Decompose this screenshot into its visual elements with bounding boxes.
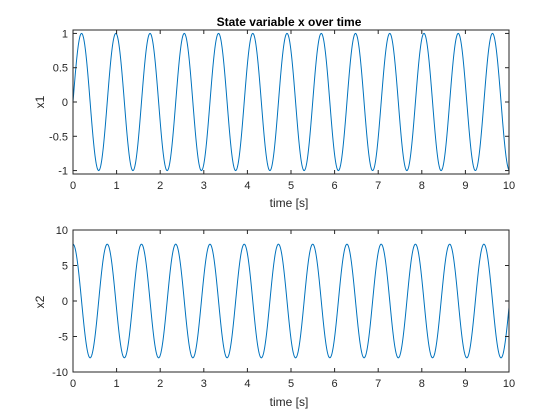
x-tick-label: 0 xyxy=(70,378,76,390)
x-tick-label: 9 xyxy=(462,180,468,192)
y-tick-label: -10 xyxy=(52,367,68,379)
y-tick-label: 0 xyxy=(62,97,68,109)
y-tick-label: -5 xyxy=(58,332,68,344)
x-axis-label: time [s] xyxy=(270,395,309,409)
x-axis-label: time [s] xyxy=(270,196,309,210)
y-tick-label: -1 xyxy=(58,166,68,178)
x-tick-label: 6 xyxy=(332,378,338,390)
chart-title: State variable x over time xyxy=(217,15,362,29)
x-tick-label: 6 xyxy=(332,180,338,192)
x-tick-label: 7 xyxy=(375,378,381,390)
x-tick-label: 4 xyxy=(244,180,250,192)
x-tick-label: 10 xyxy=(503,378,515,390)
y-tick-label: 0.5 xyxy=(53,63,68,75)
y-axis-label: x1 xyxy=(33,95,47,108)
x-tick-label: 2 xyxy=(157,378,163,390)
y-tick-label: 1 xyxy=(62,28,68,40)
x-tick-label: 8 xyxy=(419,180,425,192)
x-tick-label: 1 xyxy=(114,180,120,192)
subplot-x2: time [s] x2 0 1 2 3 4 5 6 7 8 9 10 -10 -5 0 5 10 xyxy=(33,225,515,409)
subplot-x1: State variable x over time time [s] x1 0… xyxy=(33,15,515,210)
y-axis-label: x2 xyxy=(33,295,47,308)
y-tick-label: 0 xyxy=(62,296,68,308)
x-tick-label: 4 xyxy=(244,378,250,390)
y-tick-label: 5 xyxy=(62,261,68,273)
x-tick-label: 3 xyxy=(201,180,207,192)
x-tick-label: 9 xyxy=(462,378,468,390)
x-tick-label: 10 xyxy=(503,180,515,192)
x-tick-label: 5 xyxy=(288,180,294,192)
x-tick-label: 5 xyxy=(288,378,294,390)
x-tick-label: 0 xyxy=(70,180,76,192)
series-line xyxy=(73,32,509,172)
x-tick-label: 8 xyxy=(419,378,425,390)
x-tick-label: 1 xyxy=(114,378,120,390)
y-tick-label: -0.5 xyxy=(49,131,68,143)
series-line xyxy=(73,243,509,359)
y-tick-label: 10 xyxy=(56,225,68,237)
x-tick-label: 3 xyxy=(201,378,207,390)
x-tick-label: 2 xyxy=(157,180,163,192)
x-tick-label: 7 xyxy=(375,180,381,192)
